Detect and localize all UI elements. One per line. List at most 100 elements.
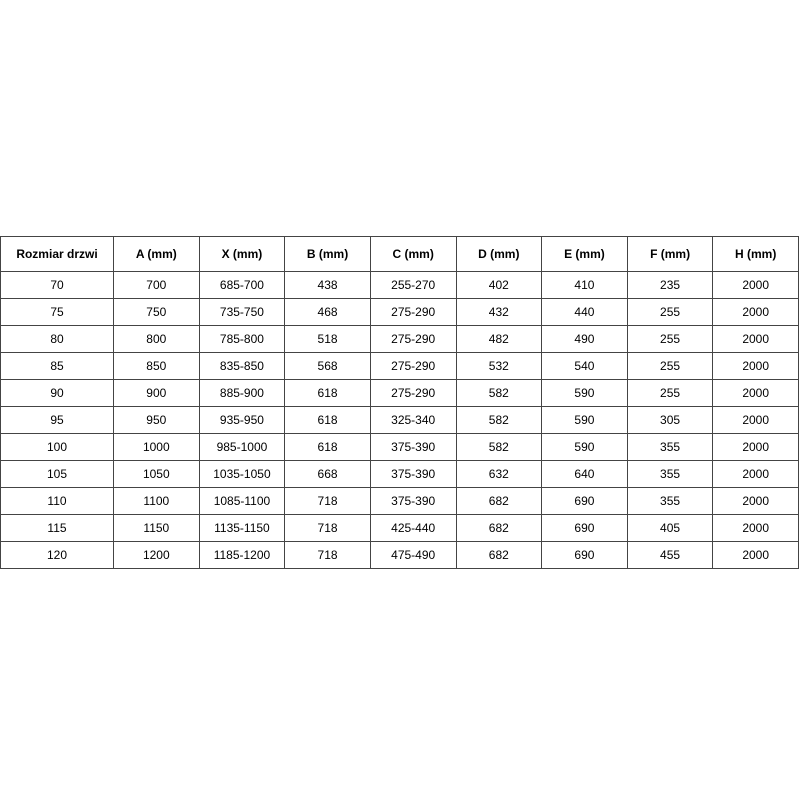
table-cell: 618 (284, 433, 371, 461)
table-cell: 85 (0, 352, 114, 380)
table-cell: 255 (626, 298, 714, 326)
table-cell: 582 (455, 433, 543, 461)
table-row: 105 1050 1035-1050 668 375-390 632 640 355 2000 (0, 460, 799, 488)
table-row: 115 1150 1135-1150 718 425-440 682 690 405 2000 (0, 514, 799, 542)
table-cell: 375-390 (369, 433, 457, 461)
table-cell: 475-490 (369, 541, 457, 569)
table-cell: 325-340 (369, 406, 457, 434)
table-cell: 700 (113, 271, 200, 299)
table-row: 85 850 835-850 568 275-290 532 540 255 2000 (0, 352, 799, 380)
table-row: 100 1000 985-1000 618 375-390 582 590 355 2000 (0, 433, 799, 461)
table-row: 120 1200 1185-1200 718 475-490 682 690 455 2000 (0, 541, 799, 569)
table-cell: 690 (541, 487, 628, 515)
table-cell: 1150 (113, 514, 200, 542)
table-cell: 690 (541, 541, 628, 569)
table-cell: 540 (541, 352, 628, 380)
table-cell: 275-290 (369, 352, 457, 380)
header-cell: C (mm) (369, 236, 457, 272)
table-cell: 690 (541, 514, 628, 542)
table-cell: 568 (284, 352, 371, 380)
table-cell: 482 (455, 325, 543, 353)
header-cell: E (mm) (541, 236, 628, 272)
table-cell: 2000 (712, 352, 799, 380)
table-cell: 800 (113, 325, 200, 353)
table-cell: 425-440 (369, 514, 457, 542)
table-cell: 402 (455, 271, 543, 299)
table-cell: 950 (113, 406, 200, 434)
table-cell: 432 (455, 298, 543, 326)
table-cell: 1135-1150 (198, 514, 286, 542)
table-cell: 275-290 (369, 325, 457, 353)
header-cell: X (mm) (198, 236, 286, 272)
table-row: 110 1100 1085-1100 718 375-390 682 690 355 2000 (0, 487, 799, 515)
table-cell: 618 (284, 406, 371, 434)
table-cell: 255 (626, 352, 714, 380)
dimension-table: Rozmiar drzwi A (mm) X (mm) B (mm) C (mm) D (… (0, 236, 799, 569)
table-cell: 900 (113, 379, 200, 407)
table-cell: 685-700 (198, 271, 286, 299)
table-cell: 2000 (712, 379, 799, 407)
table-cell: 120 (0, 541, 114, 569)
table-cell: 582 (455, 406, 543, 434)
header-cell: A (mm) (113, 236, 200, 272)
header-cell: H (mm) (712, 236, 799, 272)
table-cell: 275-290 (369, 298, 457, 326)
table-cell: 532 (455, 352, 543, 380)
header-cell: F (mm) (626, 236, 714, 272)
table-cell: 750 (113, 298, 200, 326)
table-cell: 590 (541, 406, 628, 434)
header-cell: D (mm) (455, 236, 543, 272)
table-cell: 718 (284, 514, 371, 542)
table-cell: 835-850 (198, 352, 286, 380)
header-row: Rozmiar drzwi A (mm) X (mm) B (mm) C (mm) D (… (0, 236, 799, 272)
table-cell: 640 (541, 460, 628, 488)
table-cell: 632 (455, 460, 543, 488)
table-row: 90 900 885-900 618 275-290 582 590 255 2000 (0, 379, 799, 407)
table-cell: 668 (284, 460, 371, 488)
table-cell: 518 (284, 325, 371, 353)
table-cell: 255-270 (369, 271, 457, 299)
table-cell: 2000 (712, 406, 799, 434)
table-cell: 590 (541, 433, 628, 461)
table-cell: 985-1000 (198, 433, 286, 461)
table-cell: 405 (626, 514, 714, 542)
table-row: 95 950 935-950 618 325-340 582 590 305 2000 (0, 406, 799, 434)
table-cell: 682 (455, 487, 543, 515)
table-cell: 255 (626, 379, 714, 407)
table-cell: 75 (0, 298, 114, 326)
table-cell: 100 (0, 433, 114, 461)
table-cell: 735-750 (198, 298, 286, 326)
table-cell: 305 (626, 406, 714, 434)
table-cell: 785-800 (198, 325, 286, 353)
table-cell: 105 (0, 460, 114, 488)
table-cell: 95 (0, 406, 114, 434)
table-cell: 618 (284, 379, 371, 407)
table-row: 70 700 685-700 438 255-270 402 410 235 2000 (0, 271, 799, 299)
table-cell: 718 (284, 487, 371, 515)
table-cell: 255 (626, 325, 714, 353)
table-cell: 590 (541, 379, 628, 407)
table-cell: 682 (455, 514, 543, 542)
table-cell: 1085-1100 (198, 487, 286, 515)
table-row: 75 750 735-750 468 275-290 432 440 255 2000 (0, 298, 799, 326)
table-cell: 2000 (712, 271, 799, 299)
table-cell: 115 (0, 514, 114, 542)
table-cell: 2000 (712, 325, 799, 353)
table-cell: 935-950 (198, 406, 286, 434)
table-cell: 375-390 (369, 487, 457, 515)
table-cell: 235 (626, 271, 714, 299)
table-cell: 438 (284, 271, 371, 299)
table-cell: 355 (626, 487, 714, 515)
table-cell: 355 (626, 433, 714, 461)
table-cell: 2000 (712, 541, 799, 569)
table-cell: 410 (541, 271, 628, 299)
table-cell: 490 (541, 325, 628, 353)
table-cell: 90 (0, 379, 114, 407)
table-cell: 468 (284, 298, 371, 326)
table-cell: 1200 (113, 541, 200, 569)
table-cell: 455 (626, 541, 714, 569)
table-cell: 80 (0, 325, 114, 353)
table-cell: 885-900 (198, 379, 286, 407)
table-cell: 682 (455, 541, 543, 569)
